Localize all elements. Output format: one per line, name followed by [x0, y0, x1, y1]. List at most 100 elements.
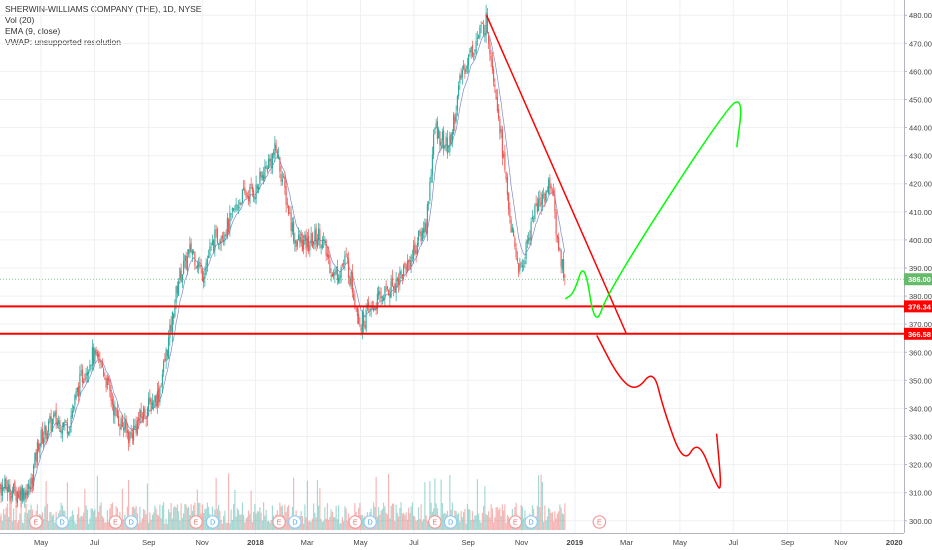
earnings-marker-icon[interactable] [592, 515, 607, 529]
candle-body [404, 263, 406, 266]
volume-bar [420, 504, 422, 530]
candle-body [195, 266, 197, 268]
candle-body [299, 233, 301, 243]
candle-body [100, 361, 102, 363]
dividend-marker-icon[interactable] [524, 515, 538, 529]
candle-body [156, 390, 158, 407]
candle-body [95, 349, 97, 354]
earnings-marker-icon[interactable] [508, 515, 523, 529]
volume-bar [51, 515, 53, 530]
candle-body [551, 190, 553, 192]
candle-body [376, 293, 378, 310]
earnings-marker-icon[interactable] [428, 515, 442, 529]
candle-body [66, 422, 68, 434]
volume-bar [71, 510, 73, 530]
event-marker-label: E [34, 520, 39, 527]
candle-body [103, 368, 105, 376]
dividend-marker-icon[interactable] [55, 515, 69, 529]
volume-bar [399, 507, 401, 530]
candle-body [319, 229, 321, 246]
candle-body [201, 269, 203, 282]
volume-bar [425, 515, 427, 530]
candle-body [496, 96, 498, 112]
volume-bar [379, 514, 381, 530]
candle-body [441, 131, 443, 141]
volume-bar [170, 503, 172, 530]
candle-body [165, 348, 167, 361]
earnings-marker-icon[interactable] [272, 515, 286, 529]
volume-bar [0, 513, 2, 530]
volume-bar [161, 505, 163, 530]
candle-body [495, 89, 497, 100]
volume-bar [235, 516, 237, 530]
candle-body [501, 129, 503, 159]
time-tick-label: Nov [515, 538, 529, 547]
volume-bar [311, 518, 313, 530]
candle-body [75, 391, 77, 398]
candle-body [113, 403, 115, 416]
volume-bar [338, 505, 340, 530]
price-tick-label: 460.00 [909, 67, 932, 76]
dividend-marker-icon[interactable] [443, 515, 458, 529]
volume-bar [341, 516, 343, 530]
price-tick-label: 300.00 [909, 517, 932, 526]
candle-body [274, 142, 276, 158]
volume-bar [89, 518, 91, 530]
earnings-marker-icon[interactable] [108, 515, 123, 529]
vwap-indicator-label[interactable]: VWAP: unsupported resolution [5, 37, 121, 47]
candle-body [316, 239, 318, 248]
candle-body [63, 422, 65, 428]
volume-bar [76, 514, 78, 530]
candle-body [326, 253, 328, 257]
candle-body [216, 228, 218, 244]
candle-body [354, 298, 356, 308]
time-tick-label: Sep [781, 538, 794, 547]
volume-bar [94, 509, 96, 530]
candle-body [498, 108, 500, 119]
dividend-marker-icon[interactable] [288, 515, 302, 529]
dividend-marker-icon[interactable] [205, 515, 220, 529]
dividend-marker-icon[interactable] [124, 515, 139, 529]
candle-body [153, 403, 155, 406]
volume-bar [520, 504, 522, 530]
volume-bar [233, 503, 235, 530]
candle-body [149, 397, 151, 402]
volume-bar [164, 523, 166, 530]
earnings-marker-icon[interactable] [348, 515, 363, 529]
earnings-marker-icon[interactable] [189, 515, 203, 529]
volume-bar [251, 522, 253, 530]
volume-bar [561, 513, 563, 530]
candle-body [229, 212, 231, 231]
volume-bar [266, 521, 268, 530]
earnings-marker-icon[interactable] [29, 515, 43, 529]
volume-bar [21, 522, 23, 530]
volume-bar [268, 520, 270, 530]
candle-body [159, 387, 161, 403]
volume-bar [410, 506, 412, 530]
candle-body [155, 395, 157, 407]
candle-body [250, 184, 252, 186]
dividend-marker-icon[interactable] [363, 515, 377, 529]
candle-body [439, 131, 441, 146]
volume-bar [494, 517, 496, 530]
candle-body [318, 228, 320, 241]
candle-body [243, 187, 245, 191]
candle-body [385, 284, 387, 286]
ema-indicator-label[interactable]: EMA (9, close) [5, 26, 61, 36]
volume-bar [203, 513, 205, 530]
candle-body [96, 352, 98, 357]
volume-bar [68, 520, 70, 530]
candle-body [505, 172, 507, 180]
symbol-title[interactable]: SHERWIN-WILLIAMS COMPANY (THE), 1D, NYSE [5, 4, 202, 14]
candle-body [115, 408, 117, 410]
volume-bar [408, 507, 410, 530]
candle-body [536, 203, 538, 212]
candle-body [253, 190, 255, 198]
candle-body [144, 408, 146, 417]
volume-bar [523, 518, 525, 530]
candle-body [285, 186, 287, 206]
volume-bar [224, 510, 226, 530]
volume-bar [473, 519, 475, 530]
volume-indicator-label[interactable]: Vol (20) [5, 15, 35, 25]
